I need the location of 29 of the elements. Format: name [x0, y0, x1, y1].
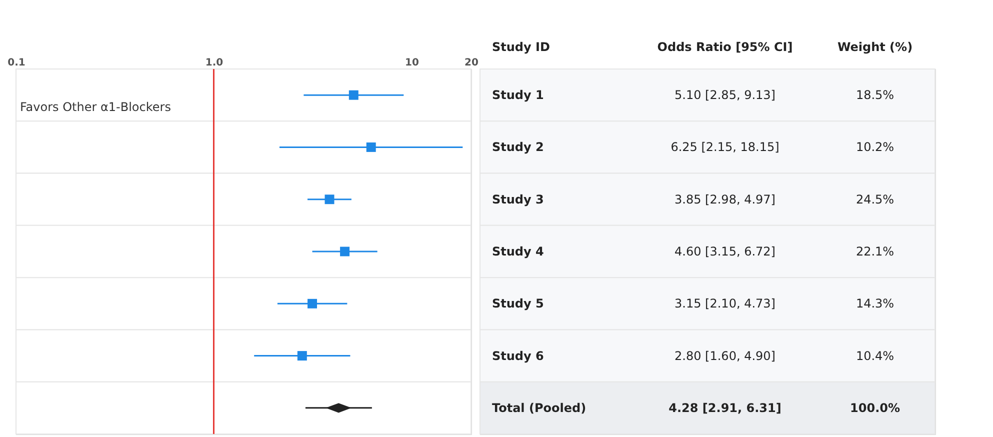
text: 4.28 [2.91, 6.31] — [668, 400, 782, 415]
y-tick-label: Total (Pooled) — [492, 400, 586, 415]
y-tick-label: Study 6 — [492, 348, 544, 363]
text: 18.5% — [856, 88, 894, 102]
data-label: 2.80 [1.60, 4.90] — [674, 348, 776, 363]
x-tick-label: 0.1 — [8, 58, 26, 68]
text: Odds Ratio [95% CI] — [657, 40, 793, 54]
text: 24.5% — [856, 192, 894, 206]
data-label: 4.60 [3.15, 6.72] — [674, 244, 776, 258]
data-label: 3.15 [2.10, 4.73] — [674, 296, 776, 311]
y-tick-label: Study 5 — [492, 296, 544, 311]
text: 10.4% — [856, 348, 894, 363]
y-tick-label: Study 4 — [492, 244, 544, 258]
x-tick-label: 1.0 — [205, 58, 224, 68]
annotation: Favors Other α1-Blockers — [20, 100, 171, 114]
data-label: 5.10 [2.85, 9.13] — [674, 88, 776, 102]
text: 10.2% — [856, 140, 894, 154]
text: 22.1% — [856, 244, 894, 258]
text: Weight (%) — [837, 40, 913, 54]
data-label: 6.25 [2.15, 18.15] — [670, 140, 780, 154]
y-tick-label: Study 1 — [492, 88, 544, 102]
y-axis-title: Study ID — [492, 40, 550, 54]
x-tick-label: 10 — [405, 58, 419, 68]
y-tick-label: Study 3 — [492, 192, 544, 206]
text: 100.0% — [850, 400, 900, 415]
x-tick-label: 20 — [464, 58, 478, 68]
text: 14.3% — [856, 296, 894, 311]
y-tick-label: Study 2 — [492, 140, 544, 154]
data-label: 3.85 [2.98, 4.97] — [674, 192, 776, 206]
